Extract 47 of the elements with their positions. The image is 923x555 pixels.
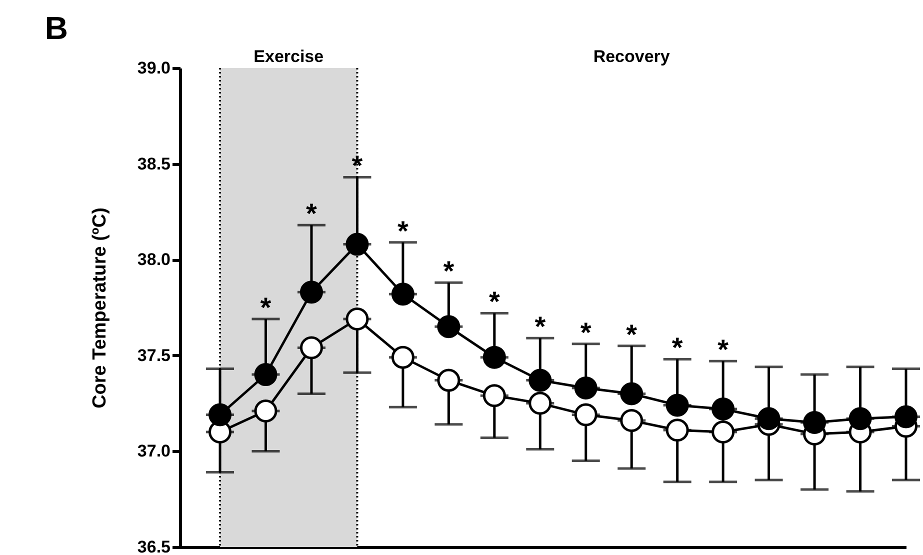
point	[482, 346, 506, 369]
y-tick-label: 38.5	[137, 154, 170, 174]
point	[300, 280, 323, 304]
point	[346, 232, 369, 256]
data-label: *	[626, 318, 638, 350]
chart-title: B	[44, 10, 68, 46]
point	[574, 376, 598, 400]
point	[712, 398, 735, 421]
data-label: *	[443, 256, 454, 287]
point	[254, 399, 278, 422]
data-label: *	[672, 332, 683, 364]
point	[437, 315, 460, 338]
point	[346, 308, 369, 330]
point	[894, 405, 918, 428]
point	[208, 403, 232, 426]
y-tick-label: 39.0	[137, 58, 170, 78]
data-label: *	[306, 198, 318, 230]
point	[482, 384, 506, 408]
data-label: *	[580, 316, 592, 348]
point	[848, 407, 872, 430]
point	[620, 382, 644, 406]
text: Recovery	[593, 47, 670, 66]
point	[666, 418, 689, 442]
point	[391, 346, 414, 369]
point	[803, 410, 826, 434]
data-label: *	[718, 334, 729, 366]
data-label: *	[397, 215, 408, 246]
point	[666, 394, 689, 417]
data-label: *	[260, 292, 272, 323]
point	[391, 282, 414, 306]
y-tick-label: 38.0	[137, 250, 170, 270]
y-tick-label: 36.5	[137, 538, 170, 555]
point	[528, 368, 552, 392]
point	[574, 403, 598, 426]
point	[300, 336, 323, 360]
point	[757, 407, 780, 430]
point	[712, 420, 735, 444]
point	[254, 363, 278, 386]
point	[437, 368, 460, 392]
point	[528, 392, 552, 415]
data-label: *	[488, 286, 500, 318]
y-tick-label: 37.5	[137, 346, 170, 365]
y-axis-title: Core Temperature (ºC)	[89, 208, 110, 408]
text: Exercise	[254, 47, 324, 66]
data-label: *	[534, 311, 546, 342]
y-tick-label: 37.0	[137, 442, 170, 461]
point	[620, 409, 644, 432]
